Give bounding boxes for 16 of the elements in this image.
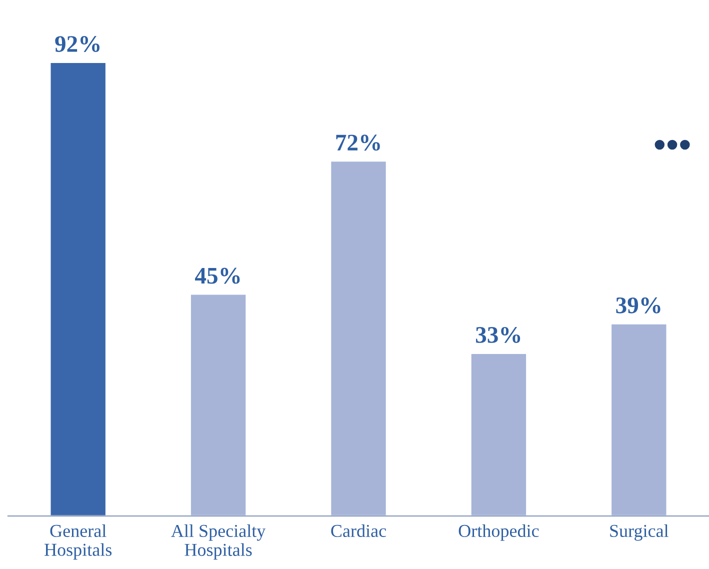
bar [49, 62, 107, 516]
annotation: ••• [654, 140, 690, 150]
bar [190, 293, 248, 516]
bar [470, 352, 528, 516]
data-label: 45% [195, 268, 240, 284]
bar [610, 322, 668, 516]
x-tick-label: Cardiac [331, 524, 386, 538]
x-tick-label: All Specialty Hospitals [171, 524, 266, 560]
data-label: 92% [55, 36, 100, 52]
data-label: 72% [336, 134, 380, 151]
bar [330, 160, 388, 516]
x-tick-label: General Hospitals [44, 524, 112, 560]
x-tick-label: Orthopedic [458, 524, 539, 541]
data-label: 39% [616, 297, 660, 314]
data-label: 33% [476, 326, 520, 343]
x-tick-label: Surgical [610, 524, 668, 541]
